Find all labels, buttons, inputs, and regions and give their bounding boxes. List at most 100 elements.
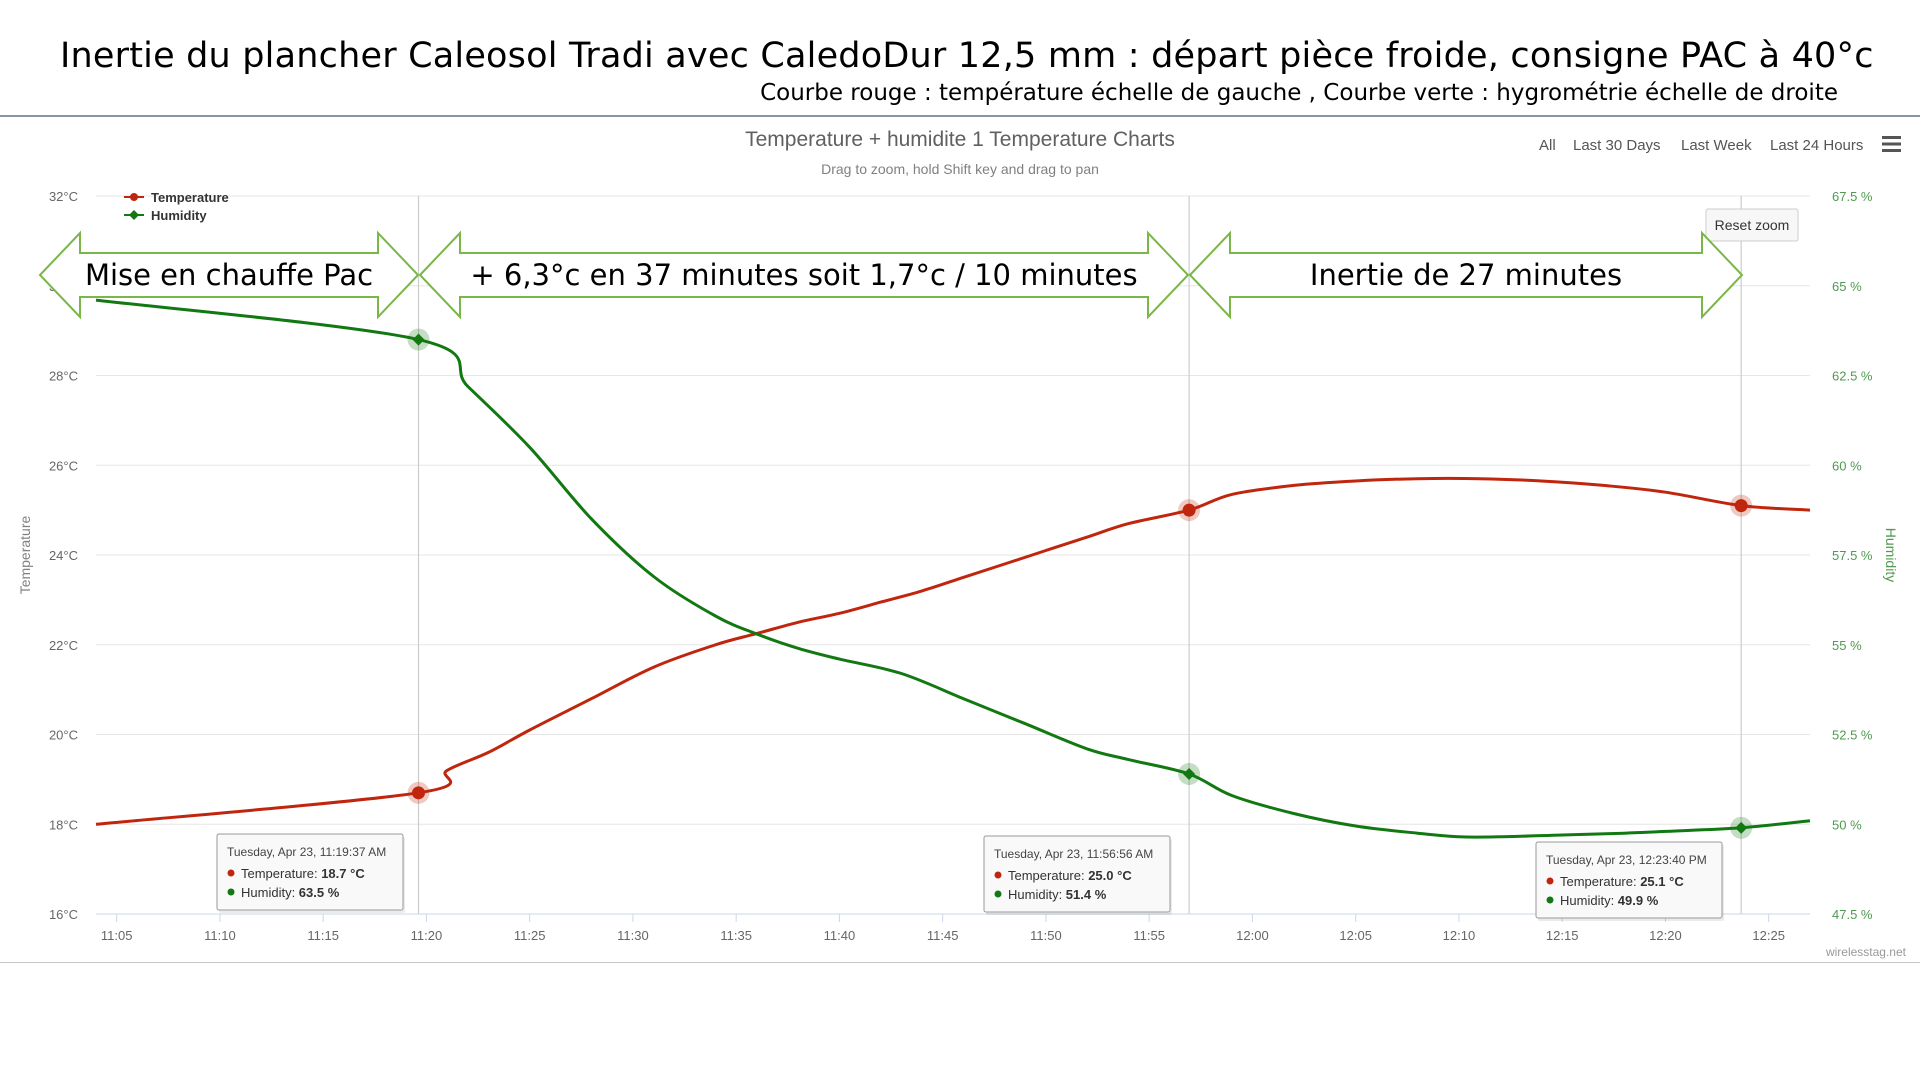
y-tick-label: 28°C <box>49 369 78 384</box>
tooltip-temperature-value: 25.0 °C <box>1088 868 1132 883</box>
tooltip-humidity-label: Humidity: <box>241 885 299 900</box>
tooltip-humidity-dot <box>994 890 1002 898</box>
tooltip-date: Tuesday, Apr 23, 11:19:37 AM <box>227 845 386 859</box>
slide-subtitle: Courbe rouge : température échelle de ga… <box>760 80 1838 106</box>
legend-item-temperature[interactable]: Temperature <box>124 190 229 205</box>
y-tick-label: 18°C <box>49 817 78 832</box>
humidity-line[interactable] <box>95 298 1811 839</box>
y-tick-label: 24°C <box>49 548 78 563</box>
humidity-point[interactable] <box>1183 767 1196 780</box>
x-tick-label: 12:20 <box>1649 928 1682 943</box>
x-tick-label: 12:15 <box>1546 928 1579 943</box>
tooltip-temperature-label: Temperature: <box>241 866 321 881</box>
humidity-point[interactable] <box>1735 821 1748 834</box>
tooltip-temperature-dot <box>994 871 1002 879</box>
series-lines[interactable] <box>95 298 1811 839</box>
y2-tick-label: 57.5 % <box>1832 548 1873 563</box>
reset-zoom-button[interactable]: Reset zoom <box>1705 208 1799 242</box>
x-tick-label: 12:00 <box>1236 928 1269 943</box>
x-tick-label: 11:45 <box>927 928 959 943</box>
y-tick-label: 22°C <box>49 638 78 653</box>
tooltip-humidity-label: Humidity: <box>1560 893 1618 908</box>
tooltip-humidity-label: Humidity: <box>1008 887 1066 902</box>
grid <box>96 195 1810 915</box>
range-all-link[interactable]: All <box>1539 137 1556 154</box>
credit-label[interactable]: wirelesstag.net <box>1825 945 1907 959</box>
legend: Temperature Humidity <box>124 190 229 223</box>
range-last-30-days-link[interactable]: Last 30 Days <box>1573 137 1661 154</box>
arrow-heating-phase <box>38 230 420 320</box>
y-axis-label: Temperature <box>17 515 33 594</box>
range-last-week-link[interactable]: Last Week <box>1681 137 1752 154</box>
hover-markers[interactable] <box>407 328 1753 839</box>
y2-tick-label: 55 % <box>1832 638 1862 653</box>
x-tick-label: 11:15 <box>307 928 339 943</box>
temperature-point[interactable] <box>1182 503 1196 517</box>
tooltip-humidity-value: 49.9 % <box>1618 893 1659 908</box>
tooltip-temperature-dot <box>227 869 235 877</box>
legend-humidity-label: Humidity <box>151 208 207 223</box>
annotation-heating-label: Mise en chauffe Pac <box>85 258 373 292</box>
top-divider <box>0 115 1920 117</box>
x-tick-label: 11:25 <box>514 928 546 943</box>
tooltip-temperature-dot <box>1546 877 1554 885</box>
tooltip-temperature-value: 25.1 °C <box>1640 874 1684 889</box>
y2-tick-label: 52.5 % <box>1832 728 1873 743</box>
tooltip-temperature: Temperature: 25.0 °C <box>1008 868 1132 883</box>
legend-item-humidity[interactable]: Humidity <box>124 208 207 223</box>
tooltip-humidity-value: 51.4 % <box>1066 887 1107 902</box>
x-tick-label: 12:05 <box>1339 928 1372 943</box>
x-tick-label: 11:55 <box>1133 928 1165 943</box>
legend-temperature-marker <box>130 193 138 201</box>
tooltip-humidity: Humidity: 49.9 % <box>1560 893 1659 908</box>
x-tick-label: 12:10 <box>1443 928 1476 943</box>
y2-tick-label: 47.5 % <box>1832 907 1873 922</box>
bottom-divider <box>0 962 1920 963</box>
tooltip-humidity-value: 63.5 % <box>299 885 340 900</box>
slide-title: Inertie du plancher Caleosol Tradi avec … <box>60 36 1874 76</box>
tooltip-box <box>216 833 404 911</box>
tooltip-humidity-dot <box>1546 896 1554 904</box>
x-tick-label: 12:25 <box>1752 928 1785 943</box>
y-tick-label: 20°C <box>49 728 78 743</box>
tooltip: Tuesday, Apr 23, 12:23:40 PM Temperature:… <box>1535 841 1724 921</box>
tooltip-box <box>983 835 1171 913</box>
y-tick-label: 26°C <box>49 458 78 473</box>
arrow-inertia-phase <box>1188 230 1744 320</box>
tooltip-date: Tuesday, Apr 23, 12:23:40 PM <box>1546 853 1707 867</box>
y2-axis-ticks: 47.5 % 50 % 52.5 % 55 % 57.5 % 60 % 62.5 % 65 %… <box>1832 189 1873 922</box>
x-tick-label: 11:50 <box>1030 928 1062 943</box>
range-last-24-hours-link[interactable]: Last 24 Hours <box>1770 137 1863 154</box>
annotation-inertia-label: Inertie de 27 minutes <box>1310 258 1622 292</box>
range-selector: All Last 30 Days Last Week Last 24 Hours <box>1539 137 1863 154</box>
y2-tick-label: 65 % <box>1832 279 1862 294</box>
temperature-line[interactable] <box>95 476 1811 826</box>
annotation-rise-label: + 6,3°c en 37 minutes soit 1,7°c / 10 mi… <box>470 258 1137 292</box>
tooltip: Tuesday, Apr 23, 11:56:56 AM Temperature:… <box>983 835 1172 915</box>
temperature-point[interactable] <box>1734 499 1748 513</box>
legend-temperature-label: Temperature <box>151 190 229 205</box>
tooltip-humidity-dot <box>227 888 235 896</box>
y2-tick-label: 67.5 % <box>1832 189 1873 204</box>
humidity-point[interactable] <box>412 333 425 346</box>
reset-zoom-label: Reset zoom <box>1715 217 1790 233</box>
y2-tick-label: 60 % <box>1832 458 1862 473</box>
hamburger-menu-icon[interactable] <box>1880 134 1902 156</box>
tooltip-humidity: Humidity: 51.4 % <box>1008 887 1107 902</box>
x-axis-ticks: 11:05 11:10 11:15 11:20 11:25 11:30 11:35 11:40… <box>101 914 1785 943</box>
x-tick-label: 11:30 <box>617 928 649 943</box>
tooltips: Tuesday, Apr 23, 11:19:37 AM Temperature:… <box>216 833 1724 921</box>
y2-tick-label: 50 % <box>1832 817 1862 832</box>
arrow-rise-phase <box>418 230 1190 320</box>
tooltip-temperature: Temperature: 18.7 °C <box>241 866 365 881</box>
tooltip-temperature: Temperature: 25.1 °C <box>1560 874 1684 889</box>
tooltip-temperature-label: Temperature: <box>1008 868 1088 883</box>
y-tick-label: 16°C <box>49 907 78 922</box>
temperature-humidity-chart[interactable]: 11:05 11:10 11:15 11:20 11:25 11:30 11:35 11:40… <box>0 118 1920 962</box>
tooltip-box <box>1535 841 1723 919</box>
temperature-point[interactable] <box>411 786 425 800</box>
y-tick-label: 32°C <box>49 189 78 204</box>
x-tick-label: 11:05 <box>101 928 133 943</box>
x-tick-label: 11:40 <box>824 928 856 943</box>
x-tick-label: 11:10 <box>204 928 236 943</box>
